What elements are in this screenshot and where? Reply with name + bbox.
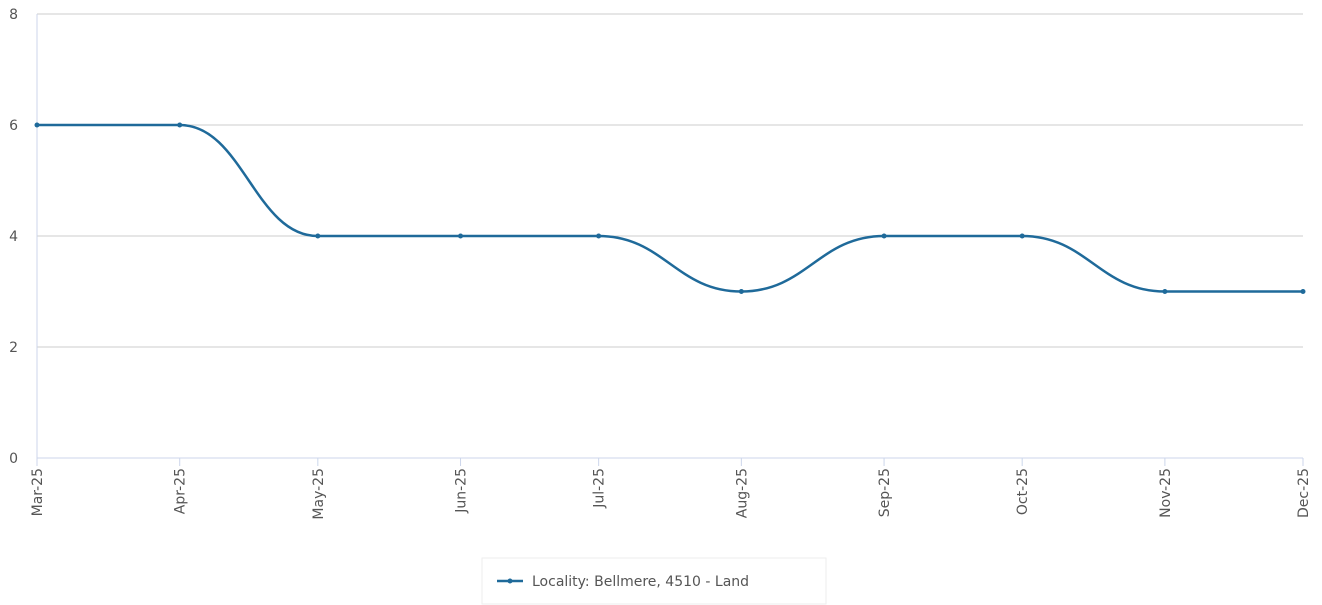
x-tick-label: Jul-25: [592, 468, 608, 509]
point: [1162, 289, 1168, 294]
x-tick-label: Jun-25: [454, 468, 470, 514]
y-tick-label: 0: [9, 451, 18, 467]
x-tick-label: Aug-25: [734, 468, 750, 518]
y-tick-label: 8: [9, 7, 18, 23]
y-tick-label: 2: [9, 340, 18, 356]
x-tick-label: Oct-25: [1015, 468, 1031, 515]
x-tick-label: May-25: [311, 468, 327, 520]
legend-symbol-point: [507, 578, 513, 584]
point: [458, 233, 464, 239]
x-tick-label: Apr-25: [173, 468, 189, 514]
y-tick-label: 6: [9, 118, 18, 134]
point: [738, 289, 744, 294]
x-tick-label: Sep-25: [877, 468, 893, 517]
legend-label: Locality: Bellmere, 4510 - Land: [532, 574, 749, 590]
point: [1300, 289, 1306, 294]
point: [1019, 233, 1025, 239]
x-tick-label: Mar-25: [30, 468, 46, 516]
point: [177, 122, 183, 128]
line: [36, 123, 1303, 293]
x-tick-label: Nov-25: [1158, 468, 1174, 518]
x-tick-label: Dec-25: [1296, 468, 1312, 518]
legend-box: [481, 557, 827, 605]
point: [315, 233, 321, 239]
point: [881, 233, 887, 239]
y-tick-label: 4: [9, 229, 18, 245]
point: [596, 233, 602, 239]
point: [34, 122, 40, 128]
